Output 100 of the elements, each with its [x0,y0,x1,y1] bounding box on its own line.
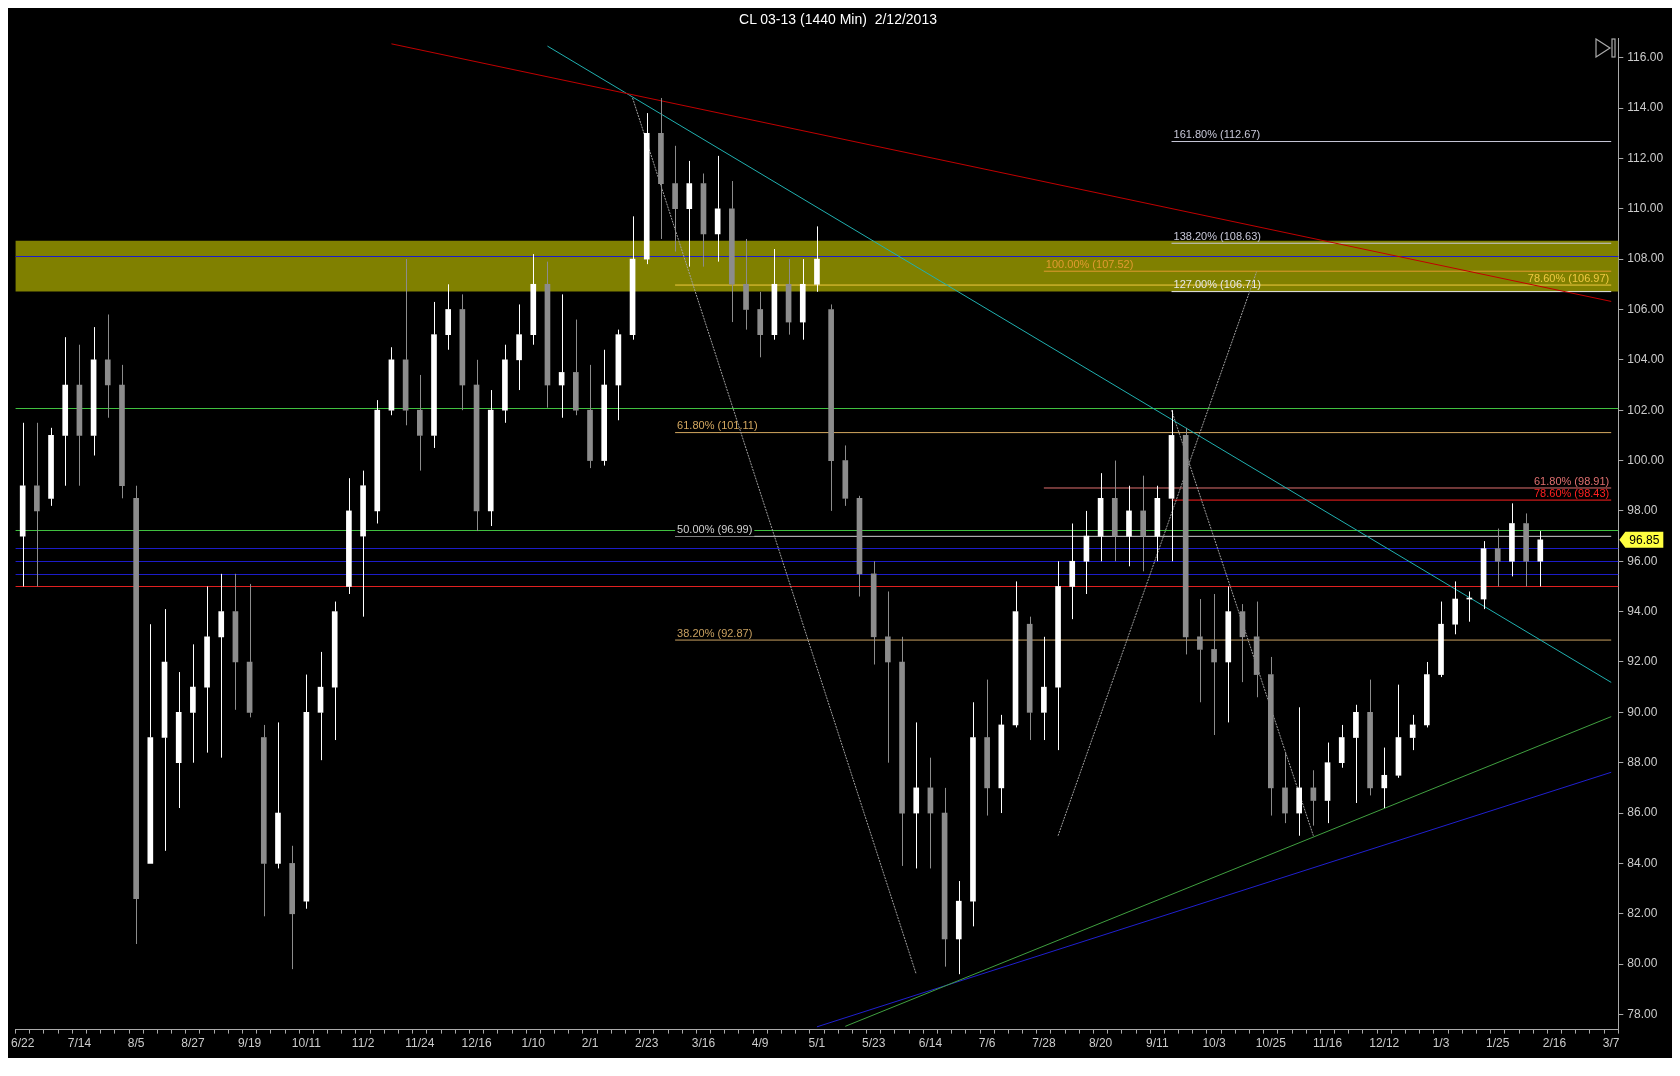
x-tick-label: 8/5 [127,1036,145,1051]
y-tick-label: 104.00 [1627,352,1665,367]
candlestick [1126,485,1132,567]
text: 96.85 [1629,533,1660,548]
candlestick [601,349,608,467]
candlestick [643,112,650,265]
candlestick [1494,528,1501,587]
candlestick [1367,679,1373,796]
y-tick-label: 84.00 [1627,855,1658,870]
candlestick [842,444,849,507]
candlestick [374,399,381,524]
x-tick-label: 5/23 [861,1036,886,1051]
x-tick-label: 3/7 [1602,1036,1620,1051]
x-tick-label: 9/19 [237,1036,262,1051]
x-tick-label: 7/14 [67,1036,92,1051]
x-tick-label: 10/3 [1202,1036,1227,1051]
candlestick [1026,616,1033,741]
x-tick-label: 1/25 [1486,1036,1510,1051]
x-tick-label: 7/28 [1032,1036,1056,1051]
candlestick [1282,752,1288,824]
candlestick [1055,560,1061,751]
candlestick [913,721,920,869]
x-tick-label: 8/27 [181,1036,205,1051]
y-tick-label: 82.00 [1627,906,1658,921]
candlestick [573,319,579,416]
y-tick-label: 92.00 [1627,654,1658,669]
candlestick [686,160,693,268]
candlestick [62,336,69,487]
candlestick [1041,636,1047,741]
y-tick-label: 90.00 [1627,704,1658,719]
series-label: 78.60% (106.97) [1527,271,1610,284]
x-tick-label: 10/25 [1255,1036,1287,1051]
y-tick-label: 114.00 [1627,100,1664,115]
candlestick [360,470,366,618]
candlestick [34,422,40,587]
candlestick [1423,661,1430,728]
y-tick-label: 110.00 [1627,201,1664,216]
candlestick [1452,580,1459,635]
candlestick [1111,460,1118,562]
x-tick-label: 6/14 [918,1036,943,1051]
candlestick [119,364,125,499]
x-tick-label: 2/1 [581,1036,599,1051]
candlestick [218,573,225,759]
candlestick [516,303,522,391]
y-tick-label: 86.00 [1627,805,1658,820]
candlestick [275,721,281,869]
y-tick-label: 112.00 [1627,150,1664,165]
candlestick [1267,656,1274,817]
candlestick [1353,704,1359,804]
candlestick [870,560,877,665]
candlestick [1523,512,1529,587]
x-tick-label: 2/16 [1542,1036,1567,1051]
y-tick-label: 100.00 [1627,452,1665,467]
x-tick-label: 10/11 [291,1036,322,1051]
x-tick-label: 2/23 [635,1036,659,1051]
candlestick [587,364,593,469]
x-tick-label: 8/20 [1088,1036,1113,1051]
candlestick [133,485,139,945]
candlestick [1069,523,1076,620]
x-tick-label: 4/9 [751,1036,769,1051]
x-tick-label: 12/12 [1369,1036,1400,1051]
y-tick-label: 94.00 [1627,603,1658,618]
candlestick [799,258,806,341]
candlestick [1509,502,1515,577]
x-tick-label: 5/1 [808,1036,826,1051]
candlestick [260,724,267,917]
candlestick [1296,706,1302,837]
candlestick [984,679,990,817]
x-tick-label: 11/2 [351,1036,375,1051]
x-tick-label: 11/16 [1312,1036,1343,1051]
series-label: 50.00% (96.99) [677,522,753,535]
y-tick-label: 102.00 [1627,402,1665,417]
y-tick-label: 108.00 [1627,251,1665,266]
candlestick [502,344,508,424]
chart-title: CL 03-13 (1440 Min) 2/12/2013 [739,11,938,28]
x-tick-label: 6/22 [11,1036,35,1051]
y-tick-label: 88.00 [1627,755,1658,770]
candlestick [1140,475,1146,572]
candlestick [204,585,210,754]
candlestick [658,97,664,240]
candlestick [19,422,26,587]
series-label: 138.20% (108.63) [1173,229,1261,242]
x-tick-label: 7/6 [978,1036,996,1051]
x-tick-label: 1/10 [521,1036,546,1051]
candlestick [828,303,834,512]
series-label: 127.00% (106.71) [1173,278,1261,291]
candlestick [899,636,905,867]
x-tick-label: 1/3 [1432,1036,1450,1051]
x-tick-label: 12/16 [461,1036,492,1051]
candlestick [1438,601,1444,678]
x-tick-label: 11/24 [405,1036,435,1051]
candlestick [757,291,764,358]
candlestick [190,643,196,764]
candlestick [970,701,976,927]
candlestick [147,623,154,864]
candlestick [331,601,338,741]
y-tick-label: 78.00 [1627,1006,1658,1021]
y-tick-label: 106.00 [1627,301,1665,316]
x-tick-label: 9/11 [1146,1036,1169,1051]
series-label: 61.80% (101.11) [677,419,758,432]
